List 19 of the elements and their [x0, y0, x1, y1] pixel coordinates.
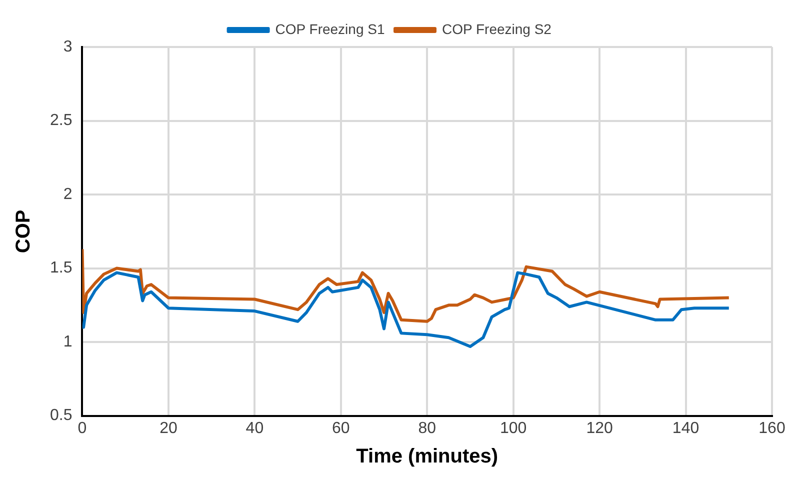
x-tick-label: 120 [586, 420, 614, 437]
y-axis-title: COP [12, 210, 35, 254]
x-axis-title: Time (minutes) [356, 446, 498, 468]
x-tick-label: 100 [500, 420, 527, 437]
y-tick-label: 0.5 [50, 407, 72, 424]
x-tick-label: 40 [246, 420, 264, 437]
x-tick-label: 60 [332, 420, 350, 437]
x-tick-label: 160 [758, 420, 786, 437]
x-tick-label: 0 [78, 420, 87, 437]
x-tick-label: 140 [672, 420, 700, 437]
y-tick-label: 2 [63, 186, 72, 203]
legend-label: COP Freezing S1 [275, 20, 385, 37]
y-tick-label: 1.5 [50, 260, 72, 277]
x-tick-label: 80 [418, 420, 436, 437]
y-tick-label: 2.5 [50, 112, 72, 130]
legend-label: COP Freezing S2 [442, 20, 552, 37]
y-tick-label: 1 [63, 333, 72, 350]
y-tick-label: 3 [63, 38, 72, 56]
x-tick-label: 20 [160, 420, 178, 437]
